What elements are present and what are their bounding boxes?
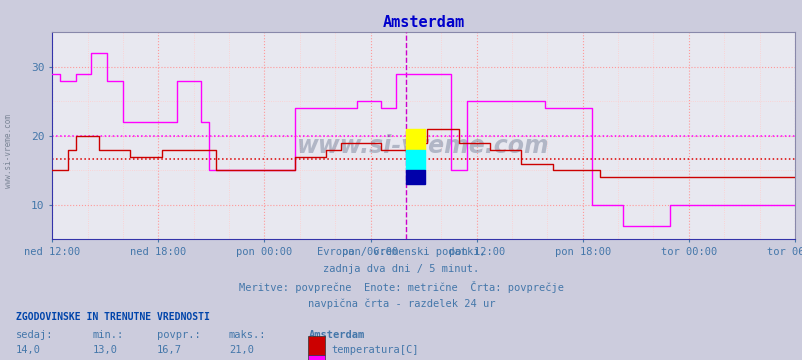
Text: 14,0: 14,0 [16,345,41,355]
Text: zadnja dva dni / 5 minut.: zadnja dva dni / 5 minut. [323,264,479,274]
Bar [307,336,325,355]
Text: 21,0: 21,0 [229,345,253,355]
Bar [405,129,424,150]
Text: www.si-vreme.com: www.si-vreme.com [3,114,13,188]
Bar [405,150,424,170]
Text: 16,7: 16,7 [156,345,181,355]
Text: ZGODOVINSKE IN TRENUTNE VREDNOSTI: ZGODOVINSKE IN TRENUTNE VREDNOSTI [16,312,209,322]
Text: maks.:: maks.: [229,330,266,340]
Text: navpična črta - razdelek 24 ur: navpična črta - razdelek 24 ur [307,298,495,309]
Title: Amsterdam: Amsterdam [382,15,464,30]
Bar [405,170,424,184]
Text: min.:: min.: [92,330,124,340]
Text: www.si-vreme.com: www.si-vreme.com [297,134,549,158]
Text: Amsterdam: Amsterdam [309,330,365,340]
Text: 13,0: 13,0 [92,345,117,355]
Text: Evropa / vremenski podatki,: Evropa / vremenski podatki, [317,247,485,257]
Text: sedaj:: sedaj: [16,330,54,340]
Text: temperatura[C]: temperatura[C] [331,345,419,355]
Text: Meritve: povprečne  Enote: metrične  Črta: povprečje: Meritve: povprečne Enote: metrične Črta:… [239,281,563,293]
Bar [307,355,325,360]
Text: povpr.:: povpr.: [156,330,200,340]
